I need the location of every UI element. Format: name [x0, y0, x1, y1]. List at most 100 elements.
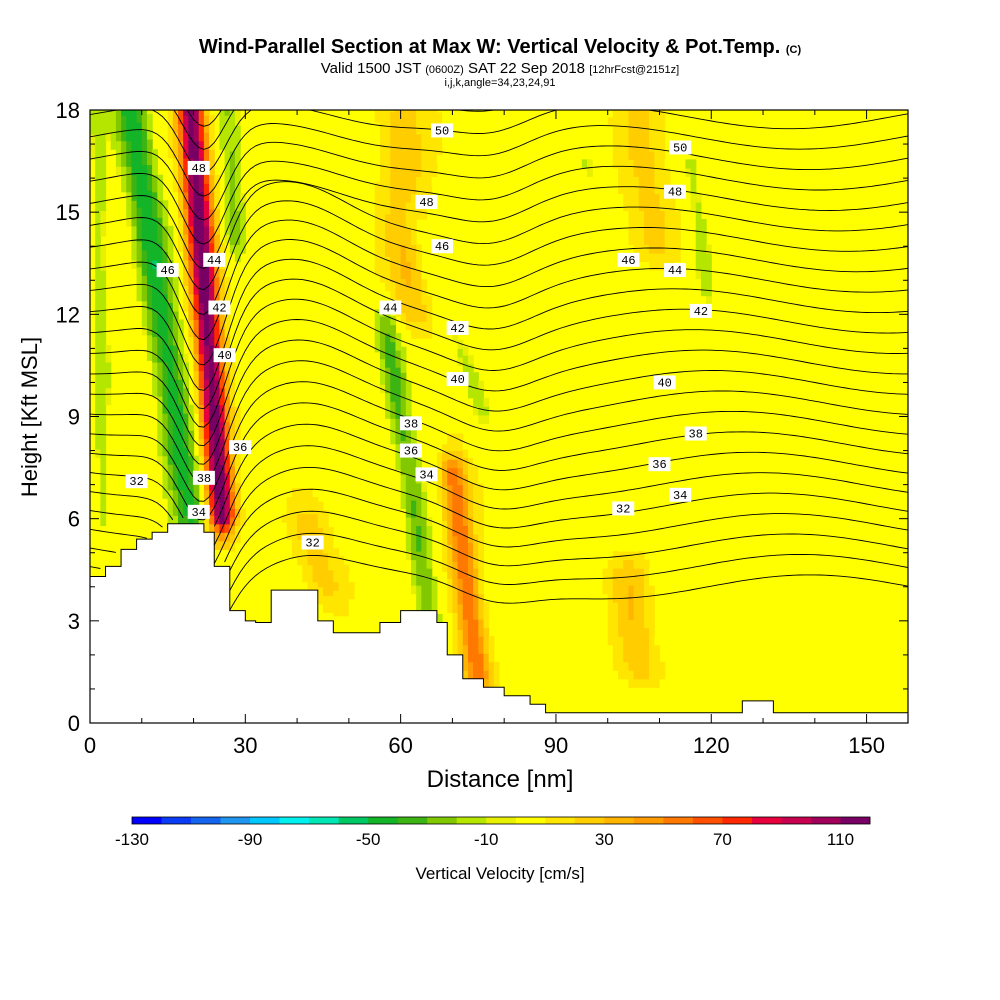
velocity-cell [312, 573, 319, 583]
colorbar: -130 -90 -50 -10 30 70 110 [115, 816, 871, 849]
velocity-cell [183, 396, 189, 406]
velocity-cell [426, 533, 433, 544]
velocity-cell [478, 619, 485, 629]
velocity-cell [178, 362, 184, 372]
velocity-cell [198, 251, 205, 261]
velocity-cell [286, 530, 293, 540]
velocity-cell [193, 353, 200, 363]
velocity-cell [618, 653, 624, 663]
velocity-cell [431, 110, 438, 118]
velocity-cell [167, 123, 174, 133]
velocity-cell [618, 116, 624, 126]
velocity-cell [209, 515, 215, 525]
velocity-cell [379, 324, 386, 334]
velocity-cell [141, 164, 148, 174]
velocity-cell [416, 125, 422, 135]
colorbar-swatch [132, 817, 162, 824]
velocity-cell [706, 244, 712, 254]
velocity-cell [400, 287, 407, 297]
velocity-cell [100, 499, 107, 510]
velocity-cell [234, 125, 241, 135]
velocity-cell [193, 344, 200, 355]
valid-time: Valid 1500 JST (0600Z) SAT 22 Sep 2018 [… [0, 60, 1000, 77]
velocity-cell [452, 510, 459, 520]
velocity-cell [203, 515, 210, 525]
velocity-cell [188, 149, 195, 159]
velocity-cell [343, 573, 350, 583]
velocity-cell [442, 111, 448, 121]
velocity-cell [405, 304, 412, 314]
velocity-cell [95, 236, 101, 246]
velocity-cell [649, 150, 655, 160]
contour-label: 40 [657, 376, 671, 390]
velocity-cell [649, 184, 655, 195]
velocity-cell [229, 525, 236, 535]
velocity-cell [374, 249, 381, 259]
velocity-cell [462, 465, 469, 475]
velocity-cell [328, 578, 334, 588]
velocity-cell [162, 481, 169, 491]
velocity-cell [193, 115, 200, 125]
velocity-cell [90, 142, 96, 152]
velocity-cell [328, 544, 334, 554]
velocity-cell [478, 644, 485, 654]
velocity-cell [462, 551, 469, 561]
velocity-cell [390, 120, 397, 130]
velocity-cell [379, 120, 386, 130]
velocity-cell [209, 344, 215, 355]
velocity-cell [405, 474, 412, 484]
velocity-cell [379, 171, 386, 181]
velocity-cell [473, 380, 479, 390]
velocity-cell [467, 559, 474, 569]
velocity-cell [654, 227, 661, 237]
velocity-cell [146, 224, 153, 234]
velocity-cell [141, 181, 148, 191]
velocity-cell [442, 571, 448, 581]
velocity-cell [447, 442, 454, 452]
velocity-cell [643, 110, 650, 118]
velocity-cell [633, 593, 640, 603]
velocity-cell [447, 467, 454, 477]
velocity-cell [467, 457, 474, 467]
velocity-cell [421, 312, 428, 322]
velocity-cell [410, 116, 417, 126]
velocity-cell [385, 196, 391, 206]
velocity-cell [410, 133, 417, 143]
velocity-cell [198, 174, 205, 184]
velocity-cell [405, 499, 412, 510]
velocity-cell [654, 210, 661, 220]
velocity-cell [416, 593, 422, 603]
colorbar-tick-label: -50 [356, 830, 381, 849]
velocity-cell [312, 530, 319, 540]
colorbar-tick-label: 30 [595, 830, 614, 849]
velocity-cell [167, 276, 174, 286]
velocity-cell [416, 533, 422, 544]
velocity-cell [209, 404, 215, 414]
velocity-cell [188, 174, 195, 184]
velocity-cell [214, 455, 221, 465]
velocity-cell [136, 164, 143, 174]
velocity-cell [633, 244, 640, 254]
velocity-cell [100, 270, 107, 280]
velocity-cell [297, 513, 303, 523]
contour-label: 34 [673, 489, 687, 503]
velocity-cell [136, 155, 143, 166]
velocity-cell [214, 268, 221, 278]
velocity-cell [643, 678, 650, 688]
velocity-cell [203, 310, 210, 321]
velocity-cell [307, 496, 314, 506]
velocity-cell [229, 363, 236, 373]
velocity-cell [607, 585, 614, 595]
velocity-cell [643, 193, 650, 203]
velocity-cell [405, 457, 412, 467]
velocity-cell [183, 268, 189, 278]
velocity-cell [442, 452, 448, 462]
velocity-cell [209, 421, 215, 431]
velocity-cell [234, 110, 241, 118]
velocity-cell [633, 619, 640, 629]
velocity-cell [234, 465, 241, 475]
velocity-cell [141, 138, 148, 149]
velocity-cell [654, 159, 661, 169]
velocity-cell [146, 110, 153, 115]
velocity-cell [110, 132, 117, 142]
